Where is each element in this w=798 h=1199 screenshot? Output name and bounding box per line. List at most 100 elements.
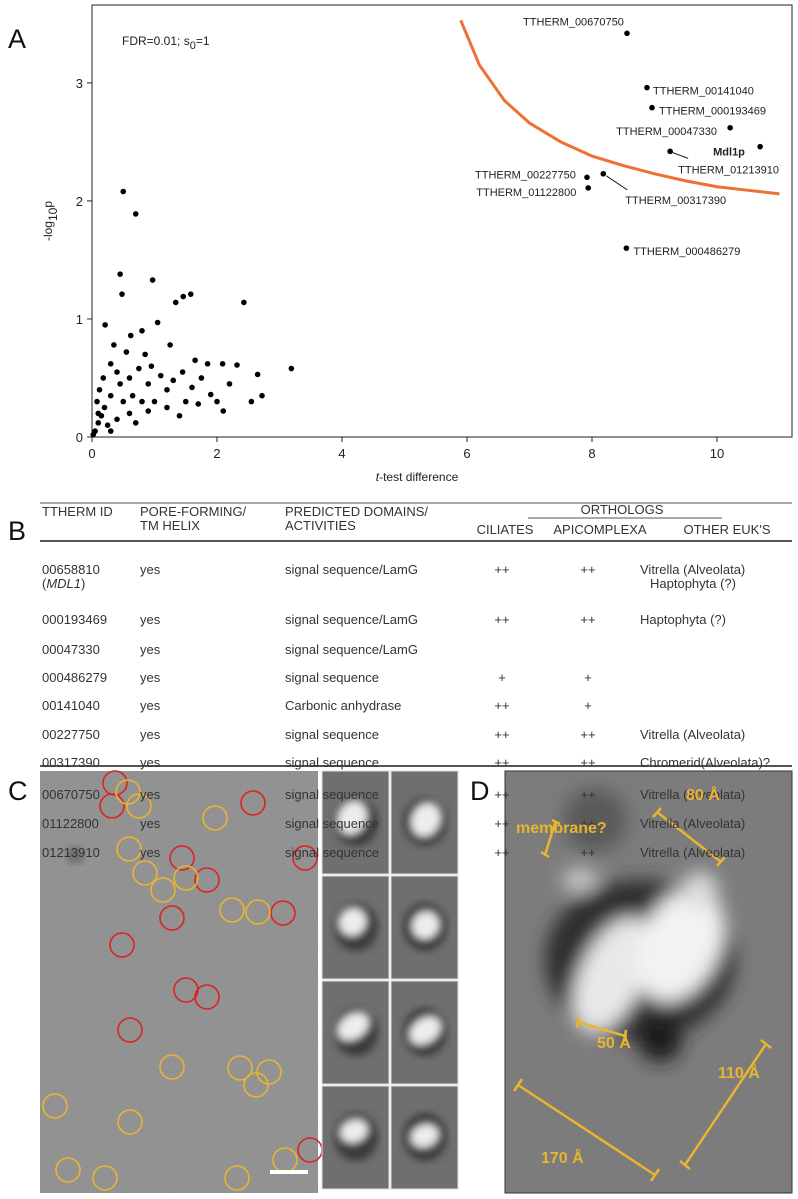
point: [170, 377, 177, 384]
blob-light: [412, 911, 439, 939]
blob-light: [337, 801, 367, 835]
cell: Chromerid(Alveolata)?: [640, 755, 770, 770]
text-part: 10: [46, 207, 60, 221]
point: [127, 332, 134, 339]
header: PORE-FORMING/: [140, 504, 247, 519]
y-tick-label: 1: [76, 312, 83, 327]
cell: signal sequence: [285, 755, 379, 770]
particle-circle: [224, 1165, 250, 1191]
point-label: TTHERM_000193469: [659, 106, 766, 118]
cell: 01122800: [42, 816, 99, 831]
cell: yes: [140, 670, 161, 685]
cell: Vitrella (Alveolata): [640, 816, 745, 831]
panel-label: B: [8, 516, 26, 546]
point: [142, 351, 148, 358]
cell: yes: [140, 698, 161, 713]
point-label: TTHERM_00227750: [475, 169, 576, 181]
point-label: Mdl1p: [713, 147, 745, 159]
cell: Vitrella (Alveolata): [640, 727, 745, 742]
cell: yes: [140, 845, 161, 860]
point: [102, 322, 108, 328]
cell: ++: [580, 816, 595, 831]
text-part: ): [81, 576, 85, 591]
point: [104, 422, 111, 428]
point-label: TTHERM_00047330: [616, 126, 717, 138]
cell: ++: [494, 845, 509, 860]
point: [114, 416, 120, 423]
cell: yes: [140, 787, 161, 802]
point: [95, 420, 102, 426]
point: [139, 398, 145, 405]
blob-light: [409, 1016, 441, 1045]
leader-line: [671, 151, 689, 159]
y-tick-label: 0: [76, 430, 83, 445]
class-average: [321, 980, 390, 1085]
cell: ++: [494, 755, 509, 770]
cell: Carbonic anhydrase: [285, 698, 401, 713]
blob-light: [411, 803, 441, 837]
class-average: [390, 770, 459, 875]
blob-light: [340, 1119, 368, 1143]
point: [132, 420, 139, 426]
point: [226, 381, 233, 387]
point-label: TTHERM_01122800: [476, 187, 576, 199]
point: [123, 349, 130, 355]
cell: Vitrella (Alveolata): [640, 787, 745, 802]
point: [288, 365, 295, 372]
particle-circle: [243, 1072, 269, 1098]
class-average: [390, 980, 459, 1085]
particle-circle: [42, 1093, 68, 1119]
point: [195, 401, 202, 407]
header: APICOMPLEXA: [553, 522, 647, 537]
particle-circle: [240, 790, 266, 816]
point: [114, 369, 120, 375]
class-blob: [403, 798, 447, 846]
point: [120, 188, 127, 195]
cell: 00658810: [42, 562, 100, 577]
panel-label: D: [470, 776, 490, 806]
text-part: MDL1: [46, 576, 81, 591]
cell: 00227750: [42, 727, 100, 742]
micrograph: [40, 770, 323, 1193]
point-label: TTHERM_000486279: [633, 246, 740, 258]
class-blob: [403, 903, 447, 951]
blob-light: [411, 1124, 439, 1148]
x-tick-label: 10: [710, 446, 724, 461]
point: [129, 392, 136, 399]
particle-circle: [169, 845, 195, 871]
particle-circle: [116, 836, 142, 862]
point: [254, 371, 261, 378]
point-label: TTHERM_00141040: [653, 86, 754, 98]
annotation: FDR=0.01; s0=1: [122, 34, 210, 52]
class-average: [390, 1085, 459, 1190]
cell: signal sequence: [285, 845, 379, 860]
cell: ++: [494, 816, 509, 831]
cell: ++: [494, 787, 509, 802]
point: [90, 431, 97, 438]
point: [187, 291, 194, 297]
point: [95, 410, 102, 417]
labeled-point: [649, 104, 655, 111]
cell: signal sequence: [285, 787, 379, 802]
point: [126, 375, 133, 381]
point: [154, 319, 161, 326]
cell: ++: [494, 727, 509, 742]
class-average: [321, 770, 390, 875]
y-axis-label: -log10p: [41, 201, 60, 241]
cell: signal sequence: [285, 670, 379, 685]
cell: ++: [494, 698, 509, 713]
point: [207, 391, 214, 398]
point: [132, 211, 139, 217]
particle-circle: [55, 1157, 81, 1183]
point: [96, 386, 103, 393]
class-average-enlarged: [504, 770, 793, 1194]
point: [145, 408, 152, 414]
point: [192, 357, 198, 364]
particle-circle: [270, 900, 296, 926]
dimension-label: 50 Å: [597, 1033, 631, 1052]
point: [117, 271, 123, 277]
cell: 00317390: [42, 755, 100, 770]
particle-circle: [219, 897, 245, 923]
cell: yes: [140, 562, 161, 577]
